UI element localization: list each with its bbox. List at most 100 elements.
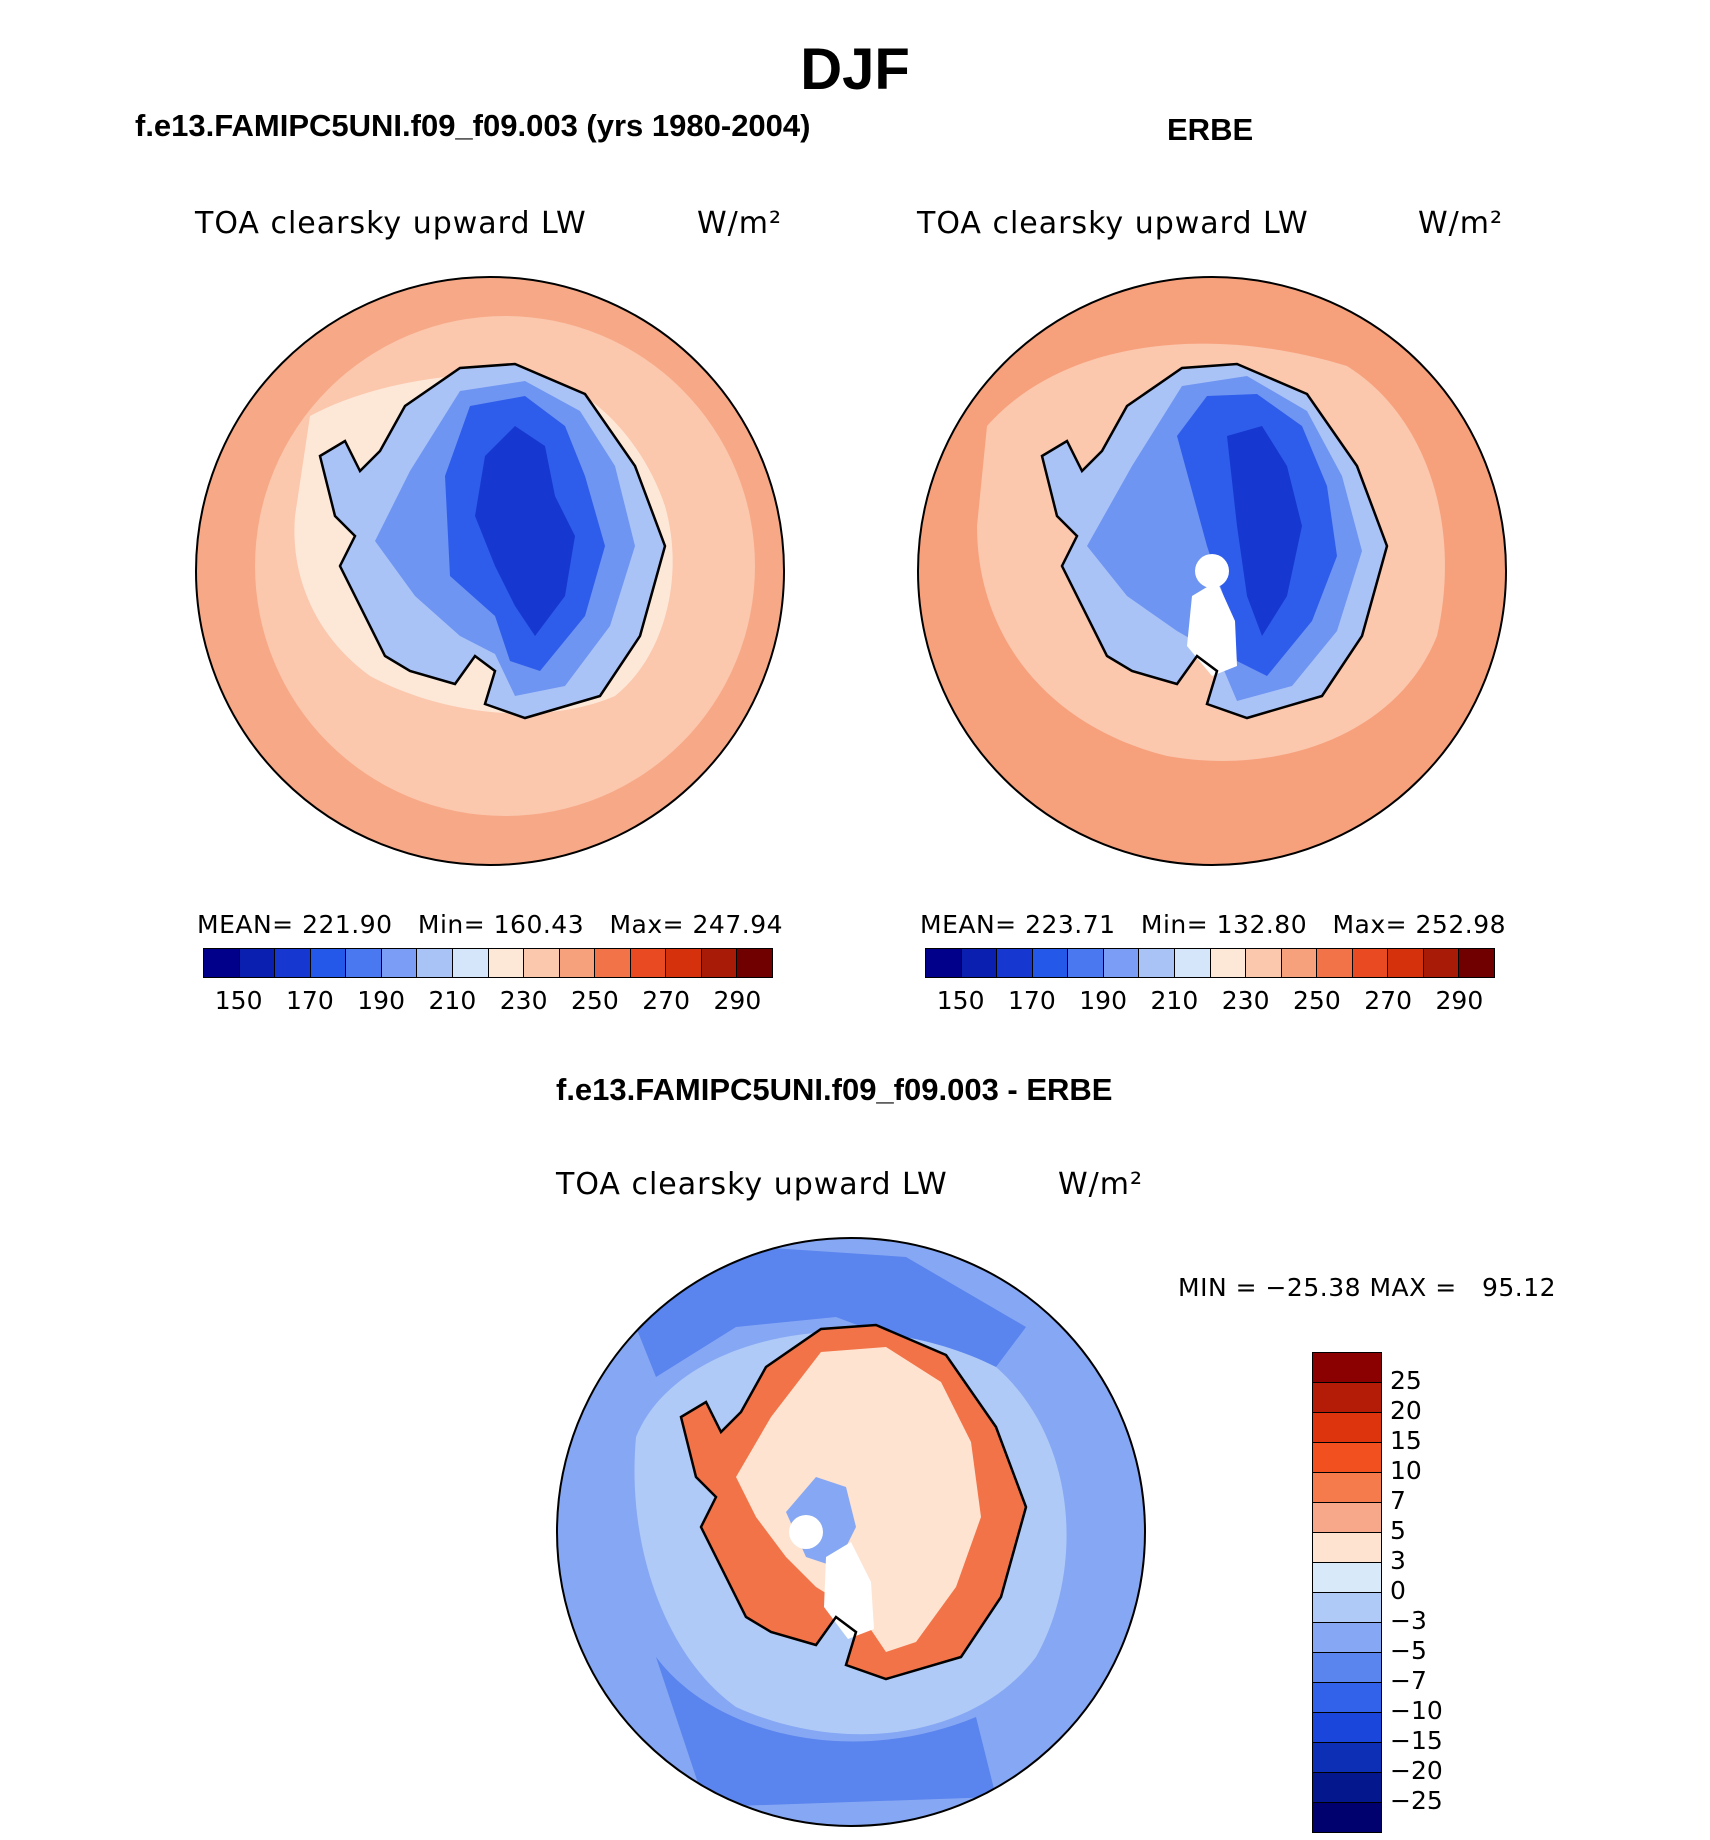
obs-map-border bbox=[917, 276, 1507, 866]
diff-colorbar-swatch bbox=[1313, 1533, 1381, 1563]
model-colorbar-swatch bbox=[559, 949, 596, 977]
obs-colorbar-swatch bbox=[1246, 949, 1282, 977]
obs-pole-hole bbox=[1195, 554, 1229, 588]
obs-units-label: W/m² bbox=[1418, 206, 1504, 241]
model-colorbar-tick-label: 230 bbox=[499, 986, 548, 1015]
obs-colorbar-tick-label: 270 bbox=[1364, 986, 1412, 1015]
obs-panel-title: ERBE bbox=[1167, 112, 1254, 147]
model-colorbar-swatches bbox=[203, 948, 773, 978]
diff-colorbar-tick-label: −10 bbox=[1390, 1696, 1443, 1725]
model-antarctica-core bbox=[475, 426, 575, 636]
obs-colorbar-swatch bbox=[1317, 949, 1353, 977]
model-colorbar-swatch bbox=[381, 949, 418, 977]
figure-title: DJF bbox=[800, 37, 910, 102]
diff-colorbar-tick-label: −25 bbox=[1390, 1786, 1443, 1815]
model-colorbar-tick-label: 210 bbox=[428, 986, 477, 1015]
obs-variable-label: TOA clearsky upward LW bbox=[917, 206, 1309, 241]
obs-colorbar-tick-label: 210 bbox=[1150, 986, 1199, 1015]
obs-colorbar-swatch bbox=[1103, 949, 1140, 977]
diff-variable-label: TOA clearsky upward LW bbox=[556, 1167, 948, 1202]
diff-colorbar-swatches bbox=[1312, 1352, 1382, 1833]
obs-colorbar-swatch bbox=[1068, 949, 1104, 977]
obs-colorbar-swatch bbox=[1032, 949, 1069, 977]
diff-colorbar-ticks: 25 20 15 10 7 5 3 0 −3 −5 −7 −10 −15 −20 −25 bbox=[0, 0, 1443, 1815]
obs-colorbar-tick-label: 230 bbox=[1221, 986, 1270, 1015]
diff-pole-hole bbox=[789, 1515, 823, 1549]
model-colorbar-swatch bbox=[595, 949, 631, 977]
diff-colorbar-tick-label: 25 bbox=[1390, 1366, 1422, 1395]
obs-colorbar-tick-label: 150 bbox=[936, 986, 985, 1015]
obs-polar-map bbox=[917, 276, 1507, 866]
diff-colorbar-tick-label: −7 bbox=[1390, 1666, 1427, 1695]
obs-colorbar-swatch bbox=[1210, 949, 1247, 977]
model-colorbar bbox=[203, 948, 773, 978]
diff-panel-title: f.e13.FAMIPC5UNI.f09_f09.003 - ERBE bbox=[556, 1072, 1113, 1107]
diff-colorbar-tick-label: −20 bbox=[1390, 1756, 1443, 1785]
diff-colorbar-swatch bbox=[1313, 1683, 1381, 1713]
obs-colorbar-swatches bbox=[925, 948, 1495, 978]
model-colorbar-swatch bbox=[488, 949, 525, 977]
obs-stats: MEAN= 223.71 Min= 132.80 Max= 252.98 bbox=[920, 910, 1507, 939]
diff-colorbar-tick-label: −3 bbox=[1390, 1606, 1427, 1635]
model-colorbar-swatch bbox=[452, 949, 489, 977]
diff-colorbar-tick-label: −5 bbox=[1390, 1636, 1427, 1665]
diff-colorbar-swatch bbox=[1313, 1743, 1381, 1773]
obs-colorbar-swatch bbox=[1281, 949, 1318, 977]
diff-colorbar-swatch bbox=[1313, 1803, 1381, 1832]
obs-colorbar-swatch bbox=[1352, 949, 1389, 977]
diff-colorbar-swatch bbox=[1313, 1563, 1381, 1593]
obs-colorbar-swatch bbox=[1423, 949, 1460, 977]
diff-colorbar-tick-label: 3 bbox=[1390, 1546, 1406, 1575]
obs-colorbar-swatch bbox=[961, 949, 998, 977]
obs-coastline bbox=[1040, 362, 1389, 720]
model-colorbar-swatch bbox=[737, 949, 772, 977]
diff-colorbar-tick-label: 5 bbox=[1390, 1516, 1406, 1545]
diff-colorbar-swatch bbox=[1313, 1503, 1381, 1533]
model-colorbar-swatch bbox=[524, 949, 560, 977]
obs-colorbar-swatch bbox=[1459, 949, 1494, 977]
diff-colorbar-swatch bbox=[1313, 1353, 1381, 1383]
diff-map-border bbox=[556, 1237, 1146, 1827]
model-colorbar-swatch bbox=[310, 949, 347, 977]
obs-colorbar-swatch bbox=[1388, 949, 1424, 977]
diff-ocean-dark-south bbox=[656, 1657, 996, 1807]
diff-antarctica-interior bbox=[736, 1347, 981, 1652]
diff-colorbar-swatch bbox=[1313, 1473, 1381, 1503]
diff-colorbar-tick-label: 0 bbox=[1390, 1576, 1406, 1605]
diff-colorbar-tick-label: 15 bbox=[1390, 1426, 1422, 1455]
model-colorbar-swatch bbox=[275, 949, 311, 977]
diff-coastline bbox=[679, 1323, 1028, 1681]
model-colorbar-tick-label: 250 bbox=[571, 986, 619, 1015]
diff-colorbar-swatch bbox=[1313, 1443, 1381, 1473]
diff-colorbar bbox=[1312, 1352, 1382, 1833]
model-panel-title: f.e13.FAMIPC5UNI.f09_f09.003 (yrs 1980-2… bbox=[135, 108, 811, 143]
obs-missing-data-region bbox=[1187, 581, 1237, 676]
diff-polar-map bbox=[556, 1237, 1146, 1827]
model-colorbar-swatch bbox=[630, 949, 667, 977]
model-variable-label: TOA clearsky upward LW bbox=[195, 206, 587, 241]
diff-colorbar-tick-label: −15 bbox=[1390, 1726, 1443, 1755]
model-colorbar-swatch bbox=[701, 949, 738, 977]
obs-antarctica-core bbox=[1227, 426, 1302, 636]
diff-colorbar-swatch bbox=[1313, 1653, 1381, 1683]
diff-colorbar-swatch bbox=[1313, 1593, 1381, 1623]
obs-colorbar-swatch bbox=[1174, 949, 1211, 977]
model-map-border bbox=[195, 276, 785, 866]
obs-colorbar-swatch bbox=[926, 949, 962, 977]
model-colorbar-swatch bbox=[239, 949, 276, 977]
model-colorbar-swatch bbox=[666, 949, 702, 977]
diff-colorbar-swatch bbox=[1313, 1773, 1381, 1803]
diff-min-max: MIN = −25.38 MAX = 95.12 bbox=[1178, 1273, 1557, 1302]
model-stats: MEAN= 221.90 Min= 160.43 Max= 247.94 bbox=[197, 910, 784, 939]
diff-colorbar-tick-label: 20 bbox=[1390, 1396, 1422, 1425]
diff-colorbar-tick-label: 7 bbox=[1390, 1486, 1406, 1515]
model-colorbar-tick-label: 170 bbox=[286, 986, 334, 1015]
obs-colorbar bbox=[925, 948, 1495, 978]
model-coastline bbox=[318, 362, 667, 720]
diff-missing-data-region bbox=[824, 1542, 874, 1639]
obs-colorbar-tick-label: 170 bbox=[1008, 986, 1056, 1015]
model-colorbar-swatch bbox=[204, 949, 240, 977]
model-units-label: W/m² bbox=[697, 206, 783, 241]
obs-colorbar-tick-label: 290 bbox=[1435, 986, 1484, 1015]
obs-colorbar-tick-label: 250 bbox=[1293, 986, 1341, 1015]
